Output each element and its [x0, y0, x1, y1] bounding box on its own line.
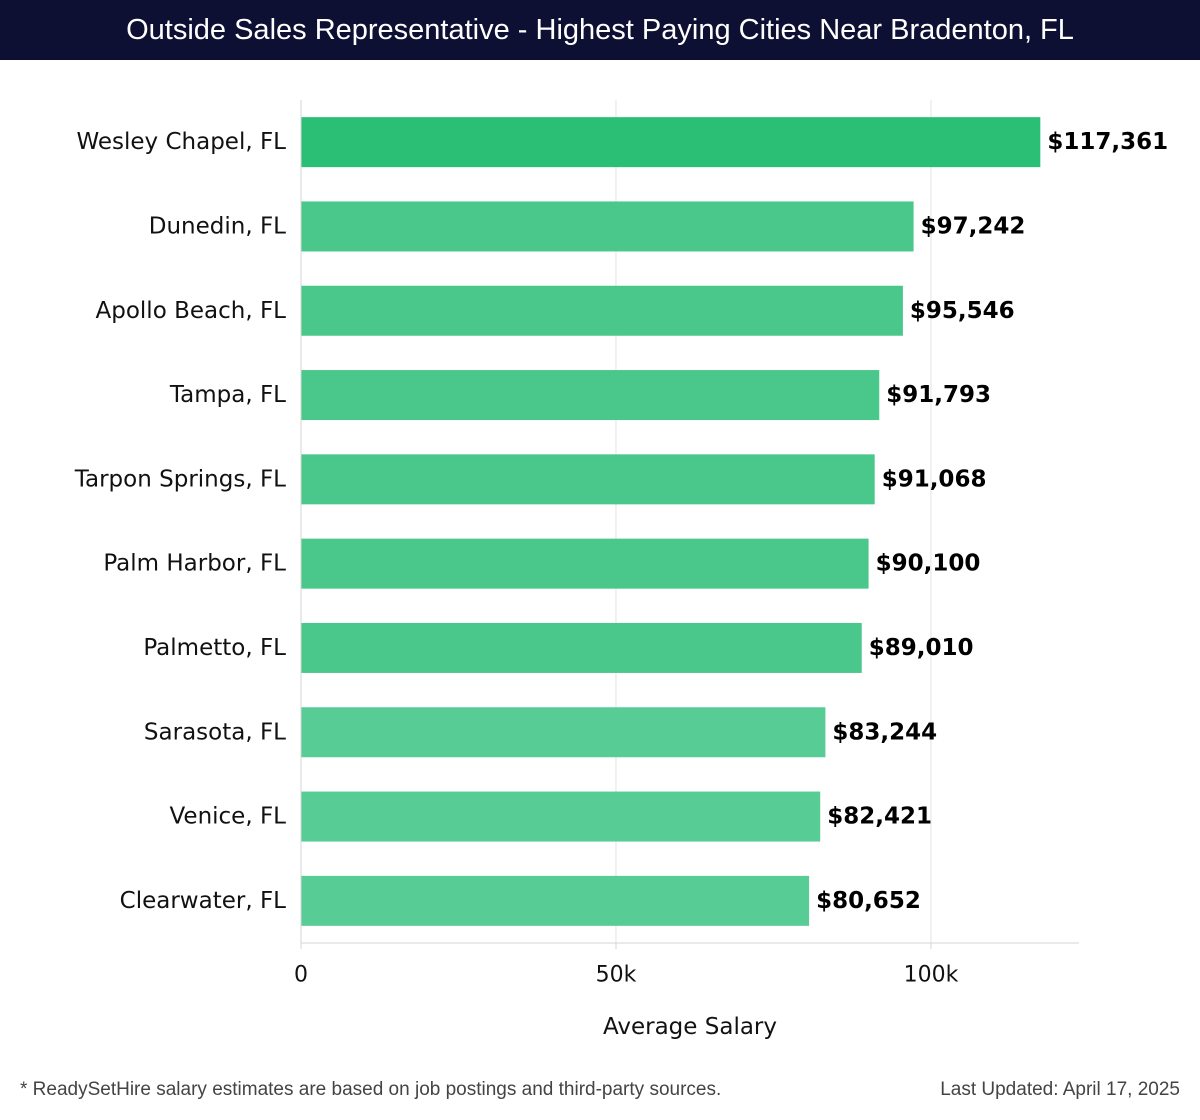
bar — [301, 622, 862, 673]
bar — [301, 201, 914, 252]
value-label: $80,652 — [816, 888, 921, 914]
category-label: Dunedin, FL — [149, 213, 286, 239]
bar — [301, 791, 821, 842]
category-label: Sarasota, FL — [144, 719, 286, 745]
value-label: $95,546 — [910, 298, 1015, 324]
bar — [301, 370, 880, 421]
x-tick-label: 100k — [904, 963, 959, 988]
value-label: $89,010 — [869, 635, 974, 661]
bar — [301, 117, 1041, 168]
value-label: $97,242 — [921, 213, 1026, 239]
category-label: Tampa, FL — [169, 382, 286, 408]
value-label: $82,421 — [827, 804, 932, 830]
last-updated: Last Updated: April 17, 2025 — [940, 1079, 1180, 1100]
value-label: $117,361 — [1047, 129, 1168, 155]
value-label: $91,068 — [882, 466, 987, 492]
category-label: Venice, FL — [169, 804, 286, 830]
category-label: Palm Harbor, FL — [103, 551, 286, 577]
x-tick-label: 50k — [596, 963, 637, 988]
category-label: Tarpon Springs, FL — [74, 466, 286, 492]
category-label: Wesley Chapel, FL — [76, 129, 286, 155]
category-label: Clearwater, FL — [120, 888, 287, 914]
category-label: Palmetto, FL — [143, 635, 286, 661]
bar — [301, 538, 869, 589]
bar — [301, 707, 826, 758]
x-tick-label: 0 — [294, 963, 308, 988]
value-label: $91,793 — [886, 382, 991, 408]
category-label: Apollo Beach, FL — [96, 298, 287, 324]
value-label: $90,100 — [876, 551, 981, 577]
bar — [301, 875, 810, 926]
footer-note: * ReadySetHire salary estimates are base… — [20, 1079, 722, 1100]
bar — [301, 285, 903, 336]
value-label: $83,244 — [832, 719, 937, 745]
bar — [301, 454, 875, 505]
chart-title: Outside Sales Representative - Highest P… — [126, 13, 1074, 46]
x-axis-title: Average Salary — [603, 1014, 777, 1040]
chart-title-bar: Outside Sales Representative - Highest P… — [0, 0, 1200, 60]
